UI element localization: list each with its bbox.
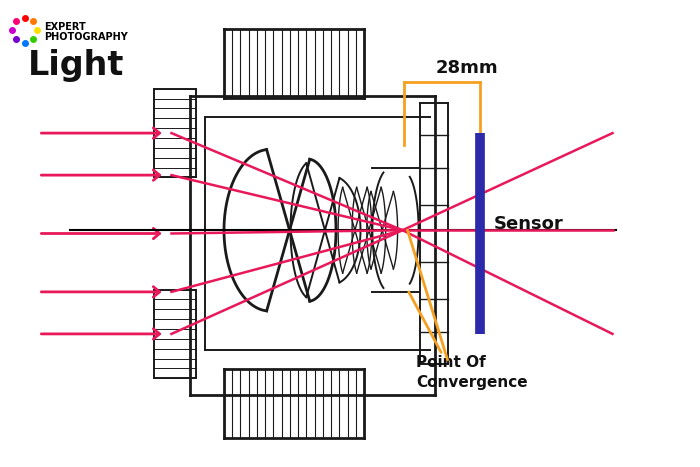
Text: PHOTOGRAPHY: PHOTOGRAPHY: [44, 32, 128, 42]
Text: EXPERT: EXPERT: [44, 21, 86, 32]
Text: Sensor: Sensor: [494, 215, 564, 233]
Text: Light: Light: [28, 49, 125, 82]
Text: 28mm: 28mm: [435, 59, 498, 77]
Text: Point Of
Convergence: Point Of Convergence: [416, 355, 528, 390]
